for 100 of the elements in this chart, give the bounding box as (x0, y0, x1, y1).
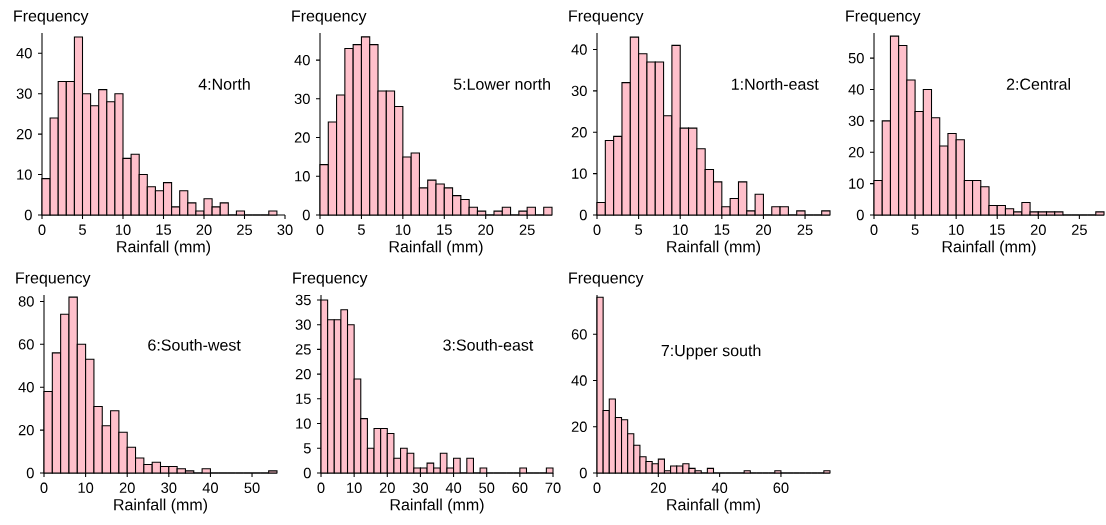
x-tick-label: 25 (237, 224, 253, 235)
y-tick-label: 10 (17, 169, 32, 180)
y-tick-label: 40 (848, 84, 864, 95)
x-axis-title: Rainfall (mm) (942, 240, 1036, 256)
y-tick-label: 10 (849, 178, 864, 189)
y-tick-label: 5 (303, 443, 311, 454)
x-tick-label: 5 (79, 224, 86, 235)
y-tick-label: 15 (296, 393, 311, 404)
y-tick-label: 40 (294, 54, 310, 66)
x-tick-label: 70 (545, 482, 561, 493)
x-axis-title: Rainfall (mm) (390, 498, 484, 514)
x-axis-title: Rainfall (mm) (117, 240, 211, 256)
y-tick-label: 0 (856, 209, 864, 221)
y-tick-label: 0 (579, 467, 587, 479)
x-tick-label: 25 (797, 224, 813, 235)
y-tick-label: 20 (848, 147, 864, 158)
y-tick-label: 20 (18, 424, 34, 436)
y-tick-label: 10 (296, 418, 311, 429)
x-tick-label: 40 (202, 482, 218, 493)
x-tick-label: 10 (115, 224, 131, 235)
x-tick-label: 25 (519, 224, 535, 235)
y-tick-label: 20 (571, 421, 587, 432)
annotation: 7:Upper south (661, 344, 761, 360)
x-tick-label: 10 (395, 224, 411, 235)
x-tick-label: 40 (445, 482, 462, 493)
y-tick-label: 60 (571, 329, 587, 340)
y-tick-label: 30 (16, 88, 32, 99)
y-tick-label: 0 (579, 209, 587, 221)
y-tick-label: 10 (295, 171, 310, 182)
y-tick-label: 40 (16, 48, 32, 59)
y-axis-title: Frequency (569, 10, 644, 25)
x-tick-label: 5 (911, 224, 919, 235)
y-tick-label: 50 (848, 52, 864, 64)
y-axis-title: Frequency (846, 10, 921, 25)
x-tick-label: 30 (161, 482, 177, 493)
x-tick-label: 0 (38, 224, 46, 235)
y-tick-label: 40 (571, 44, 587, 55)
x-tick-label: 10 (673, 224, 688, 235)
y-tick-label: 0 (302, 209, 310, 221)
x-tick-label: 25 (1071, 224, 1087, 235)
y-tick-label: 10 (572, 168, 587, 179)
x-tick-label: 0 (870, 224, 878, 235)
y-tick-label: 80 (18, 296, 34, 307)
y-tick-label: 0 (24, 209, 32, 221)
y-tick-label: 0 (303, 467, 311, 479)
x-axis-title: Rainfall (mm) (667, 498, 761, 514)
y-tick-label: 30 (295, 319, 311, 330)
y-tick-label: 30 (294, 93, 310, 105)
annotation: 6:South-west (148, 338, 241, 351)
x-tick-label: 15 (714, 224, 730, 235)
y-tick-label: 20 (294, 132, 310, 143)
y-tick-label: 20 (571, 127, 587, 138)
annotation: 1:North-east (731, 78, 819, 90)
y-tick-label: 20 (295, 368, 311, 380)
x-tick-label: 0 (593, 224, 601, 235)
x-tick-label: 15 (990, 224, 1005, 235)
x-tick-label: 20 (756, 224, 771, 235)
annotation: 4:North (198, 78, 250, 90)
x-tick-label: 20 (478, 224, 494, 235)
y-tick-label: 40 (571, 375, 587, 386)
x-tick-label: 5 (357, 224, 365, 235)
y-axis-title: Frequency (292, 10, 367, 25)
x-tick-label: 60 (773, 482, 789, 493)
x-tick-label: 0 (40, 482, 48, 493)
y-axis-title: Frequency (293, 272, 368, 287)
x-tick-label: 10 (78, 482, 94, 493)
x-tick-label: 20 (196, 224, 212, 235)
y-axis-title: Frequency (16, 272, 91, 287)
x-tick-label: 5 (635, 224, 643, 235)
x-tick-label: 15 (156, 224, 172, 235)
y-axis-title: Frequency (569, 272, 644, 287)
y-tick-label: 30 (848, 115, 864, 127)
y-tick-label: 20 (16, 128, 32, 140)
x-tick-label: 20 (119, 482, 135, 493)
x-tick-label: 20 (650, 482, 666, 493)
x-tick-label: 0 (317, 482, 325, 493)
x-axis-title: Rainfall (mm) (389, 240, 483, 256)
y-tick-label: 35 (295, 294, 311, 306)
x-tick-label: 20 (1030, 224, 1046, 235)
annotation: 3:South-east (443, 338, 534, 351)
x-tick-label: 20 (379, 482, 395, 493)
x-tick-label: 15 (437, 224, 452, 235)
x-tick-label: 50 (244, 482, 260, 493)
x-axis-title: Rainfall (mm) (667, 240, 761, 256)
annotation: 2:Central (1006, 78, 1070, 90)
x-tick-label: 0 (593, 482, 601, 493)
x-tick-label: 0 (316, 224, 324, 235)
y-axis-title: Frequency (14, 10, 89, 25)
y-tick-label: 40 (18, 382, 34, 393)
y-tick-label: 30 (571, 85, 587, 97)
x-tick-label: 60 (512, 482, 528, 493)
x-tick-label: 10 (347, 482, 362, 493)
y-tick-label: 25 (295, 344, 311, 355)
y-tick-label: 0 (26, 467, 34, 479)
x-tick-label: 30 (277, 224, 293, 235)
x-axis-title: Rainfall (mm) (114, 498, 208, 514)
x-tick-label: 50 (479, 482, 495, 493)
y-tick-label: 60 (18, 339, 34, 350)
x-tick-label: 40 (711, 482, 728, 493)
x-tick-label: 10 (949, 224, 964, 235)
